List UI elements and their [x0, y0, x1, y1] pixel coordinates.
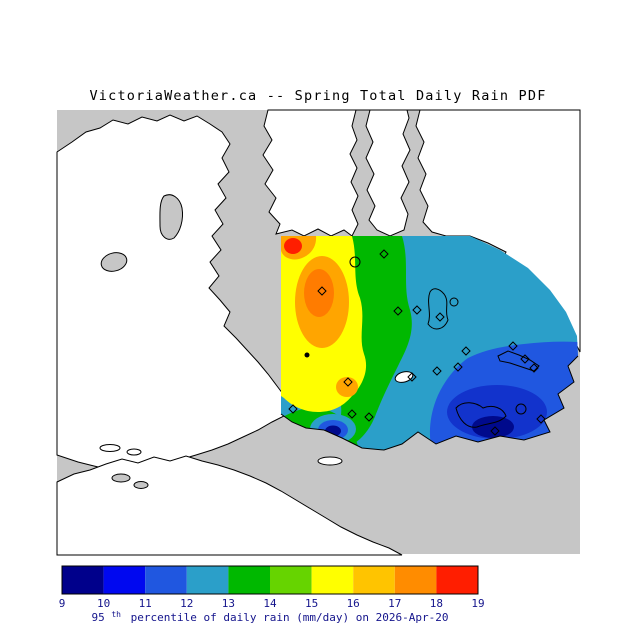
caption-superscript: th	[111, 610, 121, 619]
colorbar-tick-label: 13	[222, 597, 235, 610]
island-outline	[515, 403, 527, 415]
contour-band-blue-dark	[447, 385, 547, 439]
station-marker-diamond	[412, 305, 422, 315]
contour-band-orange	[336, 377, 358, 397]
contour-band-red	[284, 238, 302, 254]
colorbar-segment	[353, 566, 395, 594]
station-marker-diamond	[453, 362, 463, 372]
colorbar-tick-labels: 9 10 11 12 13 14 15 16 17 18 19	[59, 597, 485, 610]
colorbar-segment	[145, 566, 187, 594]
station-marker-diamond	[347, 409, 357, 419]
page-title: VictoriaWeather.ca -- Spring Total Daily…	[89, 88, 546, 104]
island	[126, 448, 142, 456]
station-marker-diamond	[520, 354, 530, 364]
station-marker-diamond	[536, 414, 546, 424]
lake	[133, 481, 149, 489]
island-outline	[449, 297, 459, 307]
station-marker-diamond	[432, 366, 442, 376]
station-marker-diamond	[343, 377, 353, 387]
lake	[100, 252, 128, 272]
station-marker-diamond	[407, 372, 417, 382]
colorbar-segment	[62, 566, 104, 594]
colorbar-tick-label: 14	[263, 597, 277, 610]
station-marker-diamond	[317, 286, 327, 296]
colorbar-segment	[436, 566, 478, 594]
island-white	[394, 371, 414, 383]
colorbar-border	[61, 565, 479, 595]
island	[317, 456, 343, 466]
colorbar-tick-label: 19	[471, 597, 484, 610]
colorbar-tick-label: 11	[139, 597, 152, 610]
station-marker-diamond	[435, 312, 445, 322]
station-marker-diamond	[529, 363, 539, 373]
station-markers	[288, 249, 546, 436]
colorbar-tick-label: 15	[305, 597, 318, 610]
colorbar-segment	[394, 566, 437, 594]
caption-rest: percentile of daily rain (mm/day) on 202…	[131, 611, 449, 624]
station-marker-diamond	[393, 306, 403, 316]
coastline-over-region	[280, 355, 579, 451]
colorbar-segment	[311, 566, 354, 594]
colorbar-segment	[103, 566, 146, 594]
station-marker-diamond	[364, 412, 374, 422]
colorbar-segment	[186, 566, 229, 594]
lake-outline	[349, 256, 361, 268]
colorbar: 9 10 11 12 13 14 15 16 17 18 19	[59, 565, 485, 610]
island-outlines	[349, 256, 540, 428]
colorbar-segment	[270, 566, 312, 594]
figure-caption: 95 th percentile of daily rain (mm/day) …	[91, 607, 448, 624]
caption-prefix: 95	[91, 611, 104, 624]
contour-band-navy	[472, 416, 514, 438]
colorbar-tick-label: 10	[97, 597, 110, 610]
land-olympic-peninsula	[56, 455, 403, 556]
lake	[111, 473, 131, 483]
station-marker-diamond	[288, 404, 298, 414]
colorbar-tick-label: 16	[347, 597, 360, 610]
rain-contour-region	[281, 236, 578, 450]
station-marker-diamond	[490, 426, 500, 436]
island-outline	[497, 350, 540, 372]
colorbar-tick-label: 18	[430, 597, 443, 610]
colorbar-tick-label: 17	[388, 597, 401, 610]
colorbar-segment	[228, 566, 270, 594]
lake	[159, 194, 183, 240]
island-outline	[427, 288, 449, 330]
station-marker-dot	[304, 352, 310, 358]
colorbar-segments	[62, 566, 478, 594]
colorbar-tick-label: 12	[180, 597, 193, 610]
station-marker-diamond	[508, 341, 518, 351]
station-marker-diamond	[379, 249, 389, 259]
station-marker-diamond	[461, 346, 471, 356]
contour-band-orange-deep	[304, 269, 334, 317]
island-outline	[455, 402, 507, 428]
colorbar-tick-label: 9	[59, 597, 66, 610]
island	[99, 444, 121, 452]
